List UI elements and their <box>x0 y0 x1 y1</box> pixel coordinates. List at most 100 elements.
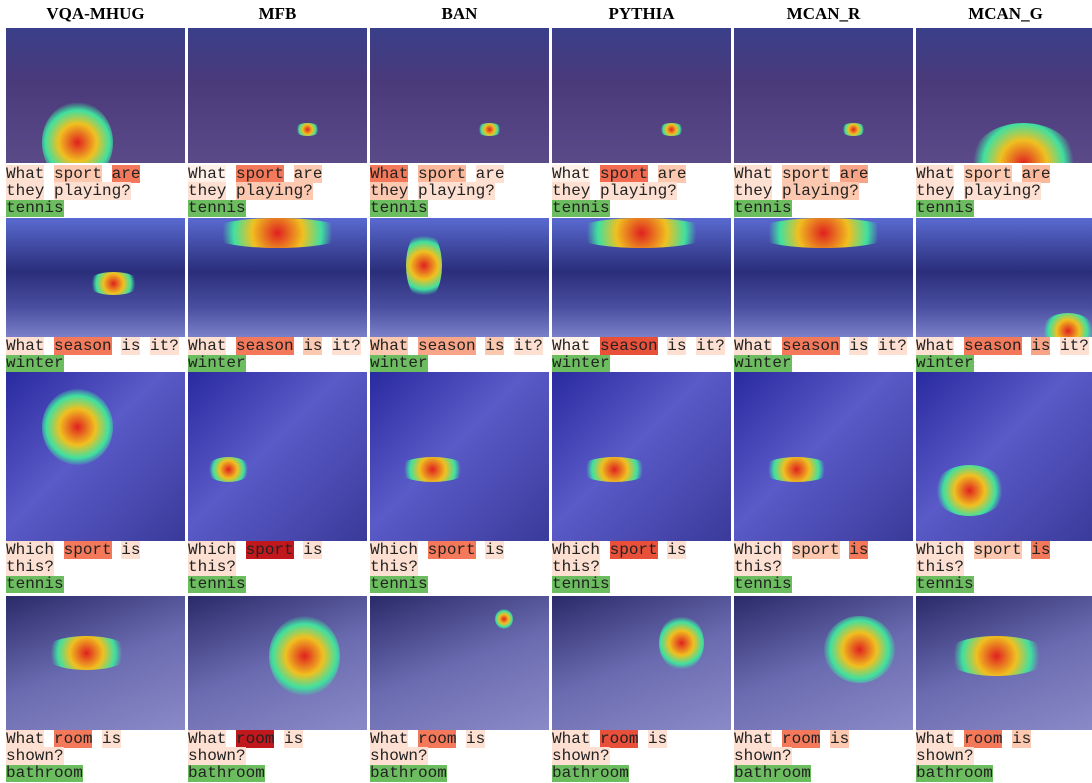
heat-spot <box>396 456 469 482</box>
question-word: What <box>552 730 591 748</box>
question-word: they <box>734 182 773 200</box>
heat-spot <box>569 218 714 248</box>
answer: tennis <box>6 575 64 593</box>
column-header: PYTHIA <box>608 4 675 23</box>
question-word: this? <box>734 558 783 576</box>
question-text: Which sport is this? tennis <box>552 541 733 593</box>
question-word: shown? <box>6 747 64 765</box>
question-word: they <box>552 182 591 200</box>
question-word: are <box>657 165 687 183</box>
attention-map <box>6 218 185 337</box>
question-word: room <box>600 730 639 748</box>
question-word: is <box>303 541 323 559</box>
question-word: What <box>6 337 45 355</box>
question-word: room <box>418 730 457 748</box>
heat-spot <box>477 122 503 136</box>
heat-spot <box>823 616 896 684</box>
answer: winter <box>916 354 974 372</box>
question-word: Which <box>734 541 783 559</box>
question-word: What <box>916 165 955 183</box>
question-word: room <box>964 730 1003 748</box>
question-word: What <box>552 165 591 183</box>
attention-map <box>552 28 731 163</box>
question-word: sport <box>782 165 831 183</box>
question-text: What sport are they playing? tennis <box>734 165 915 217</box>
heat-spot <box>41 102 114 163</box>
question-word: What <box>916 337 955 355</box>
question-word: is <box>648 730 668 748</box>
question-text: What room is shown? bathroom <box>916 730 1092 782</box>
question-text: What sport are they playing? tennis <box>552 165 733 217</box>
question-word: What <box>188 165 227 183</box>
question-word: What <box>6 165 45 183</box>
question-word: What <box>552 337 591 355</box>
question-word: What <box>188 730 227 748</box>
question-word: Which <box>6 541 55 559</box>
question-word: are <box>475 165 505 183</box>
question-word: What <box>916 730 955 748</box>
attention-map <box>370 28 549 163</box>
question-word: they <box>6 182 45 200</box>
answer: bathroom <box>916 764 993 782</box>
attention-map <box>370 372 549 541</box>
attention-map <box>916 28 1092 163</box>
question-word: What <box>734 730 773 748</box>
question-word: is <box>485 541 505 559</box>
question-word: playing? <box>418 182 495 200</box>
question-text: What season is it? winter <box>734 337 915 372</box>
question-word: sport <box>245 541 294 559</box>
column-header: MFB <box>258 4 297 23</box>
attention-map <box>188 596 367 730</box>
attention-map <box>188 28 367 163</box>
question-word: this? <box>6 558 55 576</box>
question-word: playing? <box>236 182 313 200</box>
column-header: VQA-MHUG <box>46 4 145 23</box>
question-word: What <box>370 165 409 183</box>
question-word: shown? <box>734 747 792 765</box>
question-word: playing? <box>54 182 131 200</box>
question-word: are <box>839 165 869 183</box>
question-word: are <box>1021 165 1051 183</box>
question-word: is <box>121 337 141 355</box>
heat-spot <box>86 271 141 296</box>
answer: bathroom <box>552 764 629 782</box>
question-word: are <box>293 165 323 183</box>
answer: tennis <box>916 199 974 217</box>
answer: bathroom <box>734 764 811 782</box>
question-text: What room is shown? bathroom <box>6 730 187 782</box>
question-word: playing? <box>964 182 1041 200</box>
question-word: season <box>782 337 840 355</box>
attention-map <box>916 218 1092 337</box>
answer: tennis <box>734 199 792 217</box>
question-word: are <box>111 165 141 183</box>
question-text: Which sport is this? tennis <box>188 541 369 593</box>
answer: tennis <box>552 199 610 217</box>
answer: winter <box>552 354 610 372</box>
question-word: What <box>370 730 409 748</box>
question-word: room <box>54 730 93 748</box>
heat-spot <box>268 616 341 697</box>
column-header: BAN <box>441 4 478 23</box>
question-word: season <box>418 337 476 355</box>
question-word: What <box>6 730 45 748</box>
attention-map <box>734 28 913 163</box>
answer: tennis <box>188 199 246 217</box>
question-text: What sport are they playing? tennis <box>370 165 551 217</box>
attention-map <box>916 596 1092 730</box>
question-word: playing? <box>600 182 677 200</box>
question-word: this? <box>188 558 237 576</box>
attention-map <box>6 28 185 163</box>
question-word: What <box>734 337 773 355</box>
question-word: shown? <box>552 747 610 765</box>
attention-map <box>552 372 731 541</box>
question-word: it? <box>878 337 907 355</box>
question-word: is <box>284 730 304 748</box>
answer: bathroom <box>6 764 83 782</box>
heat-spot <box>969 122 1078 163</box>
attention-map <box>188 218 367 337</box>
heat-spot <box>1041 313 1092 337</box>
question-word: What <box>188 337 227 355</box>
attention-map <box>552 218 731 337</box>
heat-spot <box>578 456 651 482</box>
